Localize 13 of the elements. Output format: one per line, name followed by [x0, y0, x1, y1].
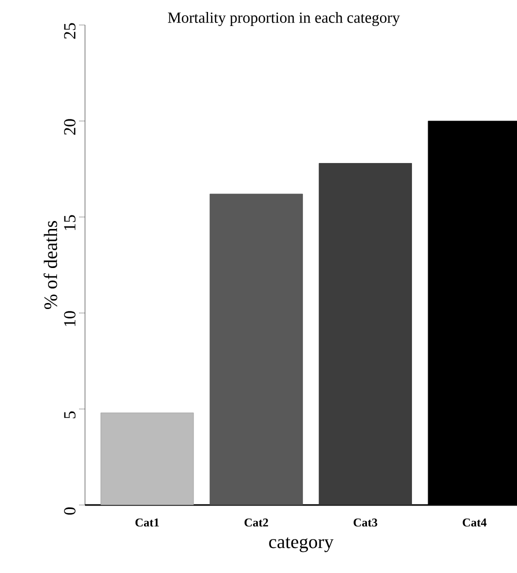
- x-tick-label: Cat2: [244, 518, 268, 527]
- y-tick-label: 25: [64, 23, 76, 39]
- x-tick-label: Cat3: [354, 518, 378, 527]
- x-axis-title: category: [269, 537, 334, 552]
- chart-title: Mortality proportion in each category: [168, 12, 400, 26]
- y-tick-label: 10: [64, 311, 76, 326]
- y-axis-title: % of deaths: [44, 221, 58, 310]
- y-tick-label: 15: [64, 215, 76, 230]
- y-tick-label: 20: [64, 119, 76, 135]
- x-tick-label: Cat4: [462, 518, 487, 527]
- y-tick-label: 0: [64, 507, 76, 515]
- x-tick-label: Cat1: [135, 518, 159, 527]
- y-tick-label: 5: [64, 411, 76, 418]
